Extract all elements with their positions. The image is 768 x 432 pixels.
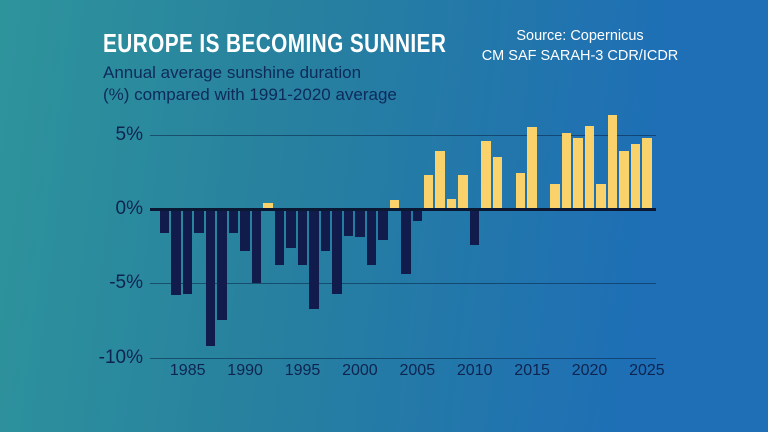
y-axis-label--10pct: -10% [98, 346, 143, 368]
bar-2002 [378, 209, 388, 241]
bar-2018 [561, 133, 572, 209]
x-axis-label-1985: 1985 [169, 362, 206, 379]
bar-2014 [515, 173, 526, 209]
bar-1985 [182, 209, 193, 294]
bar-1993 [274, 209, 285, 266]
bar-2019 [573, 137, 583, 209]
page-title: EUROPE IS BECOMING SUNNIER [103, 28, 532, 59]
bar-1990 [240, 209, 250, 251]
bar-1989 [228, 209, 239, 233]
x-axis-label-2025: 2025 [629, 362, 665, 379]
x-axis-label-2015: 2015 [514, 362, 550, 379]
bar-2009 [458, 174, 468, 209]
page-title-text: EUROPE IS BECOMING SUNNIER [103, 28, 447, 58]
bar-1983 [159, 209, 170, 233]
bar-2012 [492, 157, 503, 209]
bar-2020 [584, 125, 595, 209]
x-axis-label-2000: 2000 [342, 362, 378, 379]
zero-axis-line [150, 207, 656, 211]
gridline--5pct [150, 283, 656, 285]
bar-2024 [630, 143, 641, 209]
bar-2015 [527, 127, 537, 209]
bar-2008 [446, 198, 457, 209]
bar-1986 [194, 209, 204, 233]
bar-2000 [355, 209, 365, 238]
source-attribution: Source: Copernicus CM SAF SARAH-3 CDR/IC… [455, 26, 705, 66]
bar-2017 [550, 183, 560, 209]
source-line1: Source: Copernicus [516, 28, 644, 44]
bar-2010 [469, 209, 480, 245]
bar-2005 [412, 209, 423, 221]
bar-2006 [423, 174, 434, 209]
x-axis-label-1995: 1995 [284, 362, 321, 379]
bar-2001 [366, 209, 377, 266]
bar-2023 [619, 151, 629, 209]
bar-1992 [263, 203, 273, 209]
bar-1988 [217, 209, 227, 321]
bar-2007 [435, 151, 445, 209]
bar-1994 [286, 209, 296, 248]
x-axis-label-2020: 2020 [571, 362, 608, 379]
bar-1984 [171, 209, 181, 296]
y-axis-label-5pct: 5% [115, 123, 143, 145]
bar-2025 [642, 137, 652, 209]
chart-subtitle-line1: Annual average sunshine duration [103, 63, 362, 82]
bar-1996 [309, 209, 319, 309]
x-axis-label-2010: 2010 [456, 362, 493, 379]
bar-1991 [251, 209, 262, 284]
y-axis-label--5pct: -5% [109, 272, 143, 294]
bar-2003 [389, 200, 400, 209]
gridline--10pct [150, 357, 656, 359]
x-axis-label-2005: 2005 [399, 362, 436, 379]
bar-1997 [320, 209, 331, 251]
bar-2004 [401, 209, 411, 275]
source-line2: CM SAF SARAH-3 CDR/ICDR [481, 48, 679, 64]
y-axis-label-0pct: 0% [115, 198, 143, 219]
chart-subtitle: Annual average sunshine duration (%) com… [103, 62, 397, 106]
bar-1995 [297, 209, 308, 266]
bar-1998 [332, 209, 342, 294]
gridline-5pct [150, 134, 656, 136]
x-axis-label-1990: 1990 [227, 362, 263, 379]
bar-2011 [481, 140, 491, 209]
bar-1999 [343, 209, 354, 236]
bar-1987 [205, 209, 216, 346]
bar-2021 [596, 183, 606, 209]
chart-subtitle-line2: (%) compared with 1991-2020 average [103, 85, 397, 104]
bar-2022 [607, 115, 618, 209]
